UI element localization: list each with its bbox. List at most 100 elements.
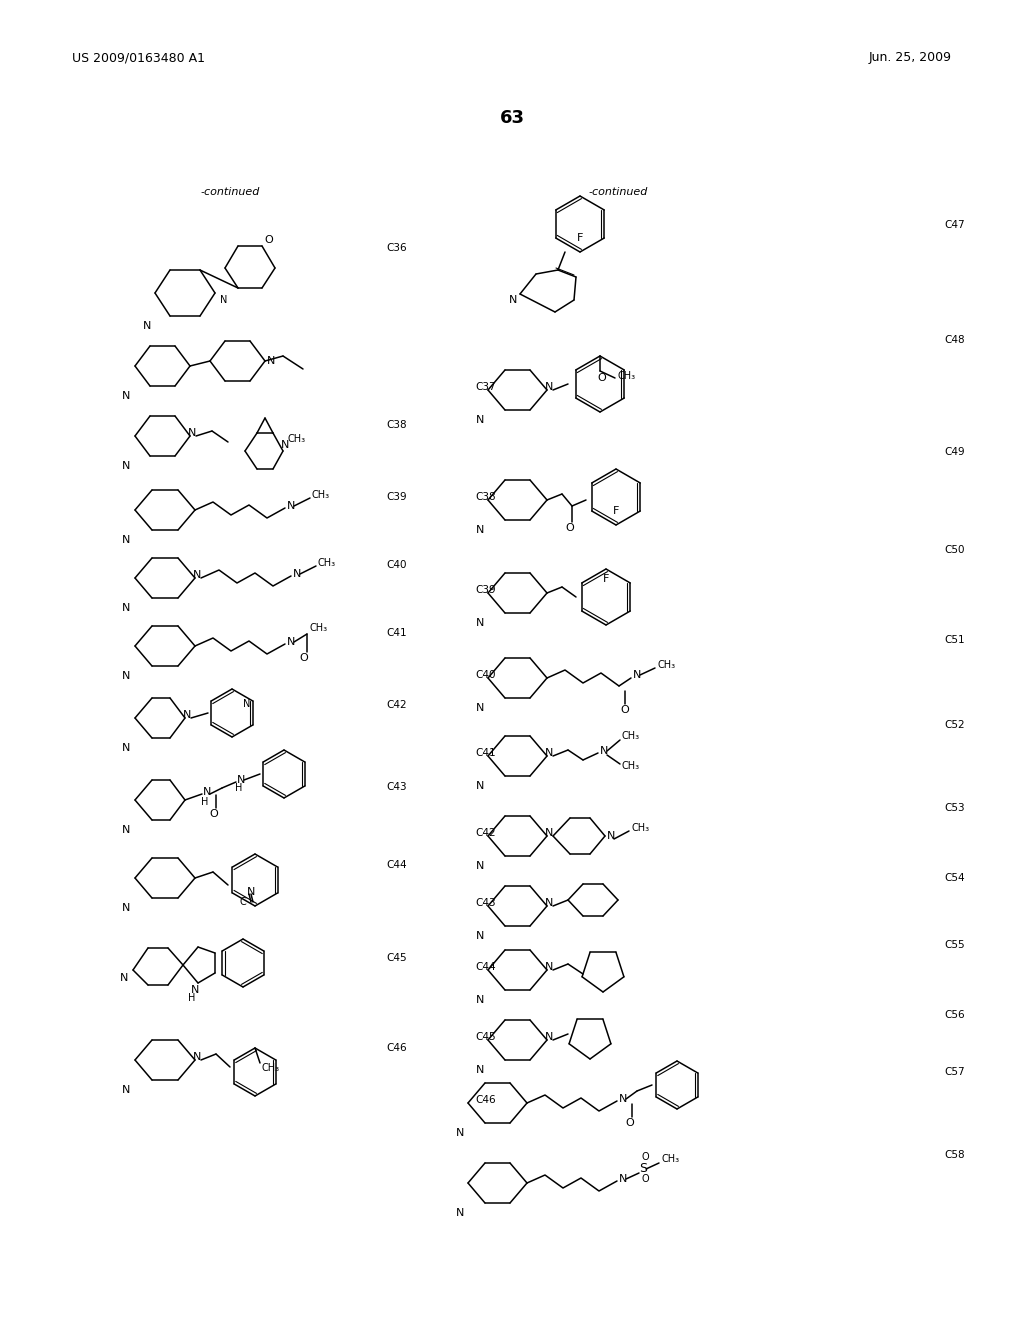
Text: C41: C41 [475, 748, 496, 758]
Text: N: N [476, 704, 484, 713]
Text: C47: C47 [944, 220, 965, 230]
Text: N: N [476, 525, 484, 535]
Text: -continued: -continued [589, 187, 648, 197]
Text: N: N [456, 1129, 464, 1138]
Text: N: N [122, 671, 130, 681]
Text: CH₃: CH₃ [617, 371, 635, 381]
Text: US 2009/0163480 A1: US 2009/0163480 A1 [72, 51, 205, 65]
Text: N: N [618, 1094, 628, 1104]
Text: CH₃: CH₃ [631, 822, 649, 833]
Text: C42: C42 [475, 828, 496, 838]
Text: CH₃: CH₃ [312, 490, 330, 500]
Text: N: N [122, 535, 130, 545]
Text: N: N [476, 414, 484, 425]
Text: C54: C54 [944, 873, 965, 883]
Text: C58: C58 [944, 1150, 965, 1160]
Text: C39: C39 [475, 585, 496, 595]
Text: N: N [545, 828, 553, 838]
Text: N: N [120, 973, 128, 983]
Text: C40: C40 [475, 671, 496, 680]
Text: S: S [639, 1163, 647, 1176]
Text: C49: C49 [944, 447, 965, 457]
Text: N: N [476, 995, 484, 1005]
Text: N: N [545, 1032, 553, 1041]
Text: C45: C45 [386, 953, 407, 964]
Text: -continued: -continued [201, 187, 260, 197]
Text: N: N [122, 391, 130, 401]
Text: F: F [613, 506, 620, 516]
Text: N: N [545, 898, 553, 908]
Text: C38: C38 [475, 492, 496, 502]
Text: N: N [193, 1052, 202, 1063]
Text: O: O [597, 374, 606, 383]
Text: O: O [620, 705, 629, 715]
Text: N: N [287, 502, 295, 511]
Text: C41: C41 [386, 628, 407, 638]
Text: N: N [220, 294, 227, 305]
Text: C45: C45 [475, 1032, 496, 1041]
Text: C52: C52 [944, 719, 965, 730]
Text: 63: 63 [500, 110, 524, 127]
Text: O: O [299, 653, 308, 663]
Text: N: N [476, 1065, 484, 1074]
Text: CH₃: CH₃ [662, 1154, 679, 1164]
Text: N: N [191, 985, 200, 995]
Text: C36: C36 [386, 243, 407, 253]
Text: N: N [618, 1173, 628, 1184]
Text: N: N [122, 903, 130, 913]
Text: N: N [476, 861, 484, 871]
Text: N: N [122, 825, 130, 836]
Text: N: N [143, 321, 152, 331]
Text: O: O [641, 1152, 648, 1162]
Text: C44: C44 [386, 861, 407, 870]
Text: C55: C55 [944, 940, 965, 950]
Text: C46: C46 [475, 1096, 496, 1105]
Text: C46: C46 [386, 1043, 407, 1053]
Text: H: H [234, 783, 243, 793]
Text: C39: C39 [386, 492, 407, 502]
Text: C50: C50 [944, 545, 965, 554]
Text: N: N [633, 671, 641, 680]
Text: H: H [201, 797, 208, 807]
Text: N: N [476, 618, 484, 628]
Text: CH₃: CH₃ [622, 762, 640, 771]
Text: O: O [641, 1173, 648, 1184]
Text: N: N [247, 887, 255, 898]
Text: C44: C44 [475, 962, 496, 972]
Text: CH₃: CH₃ [622, 731, 640, 741]
Text: C53: C53 [944, 803, 965, 813]
Text: N: N [476, 931, 484, 941]
Text: CH₃: CH₃ [287, 434, 305, 444]
Text: F: F [603, 574, 609, 583]
Text: N: N [600, 746, 608, 756]
Text: N: N [293, 569, 301, 579]
Text: N: N [122, 1085, 130, 1096]
Text: N: N [267, 356, 275, 366]
Text: N: N [188, 428, 197, 438]
Text: O: O [264, 235, 272, 246]
Text: CH₃: CH₃ [310, 623, 328, 634]
Text: N: N [122, 743, 130, 752]
Text: C43: C43 [386, 781, 407, 792]
Text: N: N [545, 748, 553, 758]
Text: C40: C40 [386, 560, 407, 570]
Text: N: N [476, 781, 484, 791]
Text: N: N [281, 440, 290, 450]
Text: F: F [577, 234, 584, 243]
Text: O: O [565, 523, 573, 533]
Text: N: N [193, 570, 202, 579]
Text: N: N [122, 461, 130, 471]
Text: CH₃: CH₃ [262, 1063, 281, 1073]
Text: C38: C38 [386, 420, 407, 430]
Text: Jun. 25, 2009: Jun. 25, 2009 [869, 51, 952, 65]
Text: N: N [243, 700, 250, 709]
Text: N: N [509, 294, 517, 305]
Text: C57: C57 [944, 1067, 965, 1077]
Text: C: C [239, 898, 246, 907]
Text: N: N [122, 603, 130, 612]
Text: N: N [607, 832, 615, 841]
Text: O: O [625, 1118, 634, 1129]
Text: C51: C51 [944, 635, 965, 645]
Text: C42: C42 [386, 700, 407, 710]
Text: C56: C56 [944, 1010, 965, 1020]
